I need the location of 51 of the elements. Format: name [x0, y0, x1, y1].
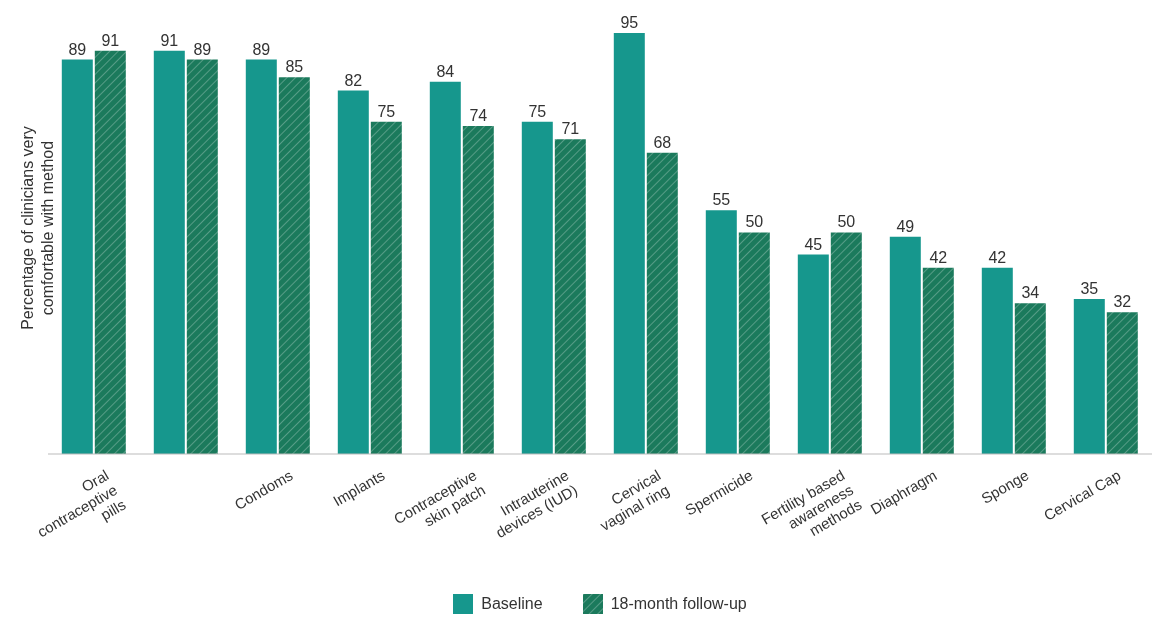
- data-label: 75: [528, 102, 547, 120]
- bar: [94, 50, 126, 454]
- data-label: 91: [160, 31, 179, 49]
- bar: [370, 121, 402, 454]
- data-label: 55: [712, 191, 731, 209]
- bar: [1073, 298, 1105, 454]
- bar: [278, 77, 310, 454]
- data-label: 50: [837, 213, 856, 231]
- data-label: 91: [101, 31, 120, 49]
- bar: [245, 59, 277, 454]
- bar: [738, 232, 770, 454]
- y-axis-title: Percentage of clinicians very comfortable with method: [18, 125, 57, 332]
- data-label: 74: [469, 107, 488, 125]
- bar: [1106, 312, 1138, 454]
- bar: [981, 267, 1013, 454]
- bar: [1014, 303, 1046, 454]
- bar: [462, 126, 494, 454]
- data-label: 95: [620, 14, 639, 31]
- bar: [554, 139, 586, 454]
- data-label: 42: [929, 248, 948, 266]
- data-label: 68: [653, 133, 672, 151]
- bar: [705, 210, 737, 454]
- data-label: 35: [1080, 279, 1099, 297]
- data-label: 84: [436, 62, 455, 80]
- bar: [889, 236, 921, 454]
- bar: [613, 33, 645, 454]
- bar: [521, 121, 553, 454]
- legend-label: Baseline: [481, 595, 543, 613]
- data-label: 75: [377, 102, 396, 120]
- bar: [797, 254, 829, 454]
- data-label: 34: [1021, 284, 1040, 302]
- data-label: 50: [745, 213, 764, 231]
- bar: [646, 152, 678, 454]
- bar: [429, 81, 461, 454]
- bar: [830, 232, 862, 454]
- data-label: 89: [193, 40, 212, 58]
- bar: [153, 50, 185, 454]
- bar: [922, 267, 954, 454]
- bar: [61, 59, 93, 454]
- data-label: 42: [988, 248, 1007, 266]
- bar: [337, 90, 369, 454]
- data-label: 49: [896, 217, 915, 235]
- legend-label: 18-month follow-up: [610, 595, 747, 613]
- data-label: 82: [344, 71, 363, 89]
- data-label: 85: [285, 58, 304, 76]
- data-label: 89: [68, 40, 87, 58]
- data-label: 89: [252, 40, 271, 58]
- data-label: 71: [561, 120, 580, 138]
- data-label: 45: [804, 235, 823, 253]
- data-label: 32: [1113, 293, 1132, 311]
- bar: [186, 59, 218, 454]
